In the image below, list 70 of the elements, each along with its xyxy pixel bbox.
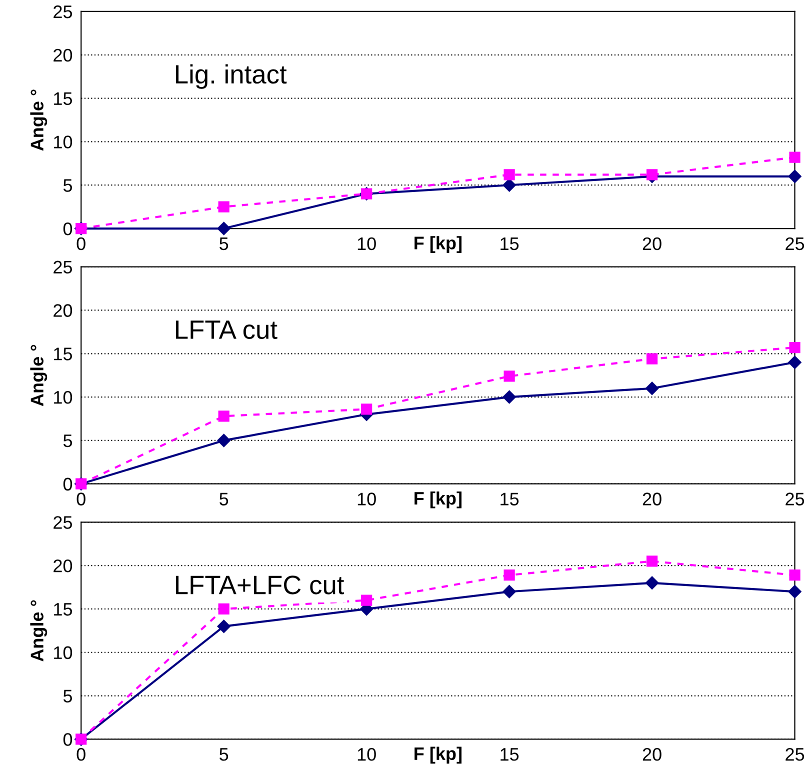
x-tick-label: 5 bbox=[220, 238, 228, 250]
y-tick-label: 5 bbox=[63, 434, 72, 448]
x-tick-label: 15 bbox=[500, 748, 519, 761]
x-tick-label: 20 bbox=[642, 492, 662, 506]
x-tick-label: 10 bbox=[358, 237, 376, 250]
point bbox=[217, 222, 230, 236]
point bbox=[504, 370, 515, 382]
x-tick-label: 10 bbox=[358, 748, 376, 761]
y-tick-label: 15 bbox=[54, 92, 72, 106]
x-tick-label: 0 bbox=[76, 748, 86, 761]
y-tick-label: 5 bbox=[63, 179, 72, 192]
y-tick-label: 25 bbox=[54, 5, 72, 18]
x-tick-label: 25 bbox=[786, 748, 804, 761]
x-tick-label: 15 bbox=[500, 238, 519, 250]
text: LFTA+LFC cut bbox=[176, 576, 344, 594]
point bbox=[218, 603, 230, 615]
point bbox=[502, 178, 516, 192]
y-tick-label: 0 bbox=[63, 733, 72, 746]
point bbox=[789, 152, 800, 163]
x-tick-label: 5 bbox=[220, 492, 228, 506]
y-axis-title: Angle ° bbox=[30, 90, 48, 151]
y-tick-label: 15 bbox=[54, 603, 72, 616]
x-tick-label: 0 bbox=[76, 492, 86, 506]
point bbox=[361, 404, 372, 415]
x-axis-title: F [kp] bbox=[414, 746, 462, 764]
y-tick-label: 0 bbox=[63, 478, 72, 491]
x-tick-label: 20 bbox=[642, 237, 662, 250]
y-tick-label: 0 bbox=[63, 222, 72, 236]
y-tick-label: 15 bbox=[54, 348, 72, 360]
y-axis-title: Angle ° bbox=[30, 344, 48, 406]
x-tick-label: 15 bbox=[500, 492, 519, 506]
point bbox=[218, 201, 230, 212]
y-tick-label: 20 bbox=[54, 304, 72, 317]
y-tick-label: 5 bbox=[63, 690, 72, 703]
point bbox=[217, 620, 230, 633]
point bbox=[504, 169, 515, 180]
x-tick-label: 5 bbox=[220, 748, 228, 761]
point bbox=[788, 170, 802, 184]
point bbox=[789, 570, 800, 581]
point bbox=[645, 576, 659, 590]
point bbox=[502, 390, 516, 404]
point bbox=[646, 353, 658, 364]
x-axis-title: F [kp] bbox=[414, 491, 462, 508]
text: Lig. intact bbox=[176, 64, 287, 89]
point bbox=[361, 594, 372, 606]
x-tick-label: 25 bbox=[786, 237, 804, 250]
y-tick-label: 10 bbox=[54, 646, 72, 660]
point bbox=[788, 585, 802, 598]
y-tick-label: 20 bbox=[54, 48, 72, 62]
point bbox=[645, 382, 659, 395]
x-tick-label: 10 bbox=[358, 492, 376, 506]
point bbox=[788, 356, 802, 369]
y-tick-label: 10 bbox=[54, 390, 72, 404]
point bbox=[646, 556, 658, 567]
point bbox=[218, 410, 230, 422]
point bbox=[646, 169, 658, 180]
point bbox=[217, 434, 230, 448]
point bbox=[504, 570, 515, 581]
point bbox=[502, 585, 516, 598]
y-tick-label: 20 bbox=[54, 560, 72, 572]
y-tick-label: 10 bbox=[54, 136, 72, 148]
x-tick-label: 0 bbox=[76, 237, 86, 250]
y-axis-title: Angle ° bbox=[30, 600, 48, 662]
text: LFTA cut bbox=[176, 320, 278, 340]
x-tick-label: 20 bbox=[642, 748, 662, 761]
point bbox=[789, 342, 800, 354]
y-tick-label: 25 bbox=[54, 516, 72, 529]
x-tick-label: 25 bbox=[786, 492, 804, 506]
y-tick-label: 25 bbox=[54, 260, 72, 274]
x-axis-title: F [kp] bbox=[414, 236, 462, 253]
